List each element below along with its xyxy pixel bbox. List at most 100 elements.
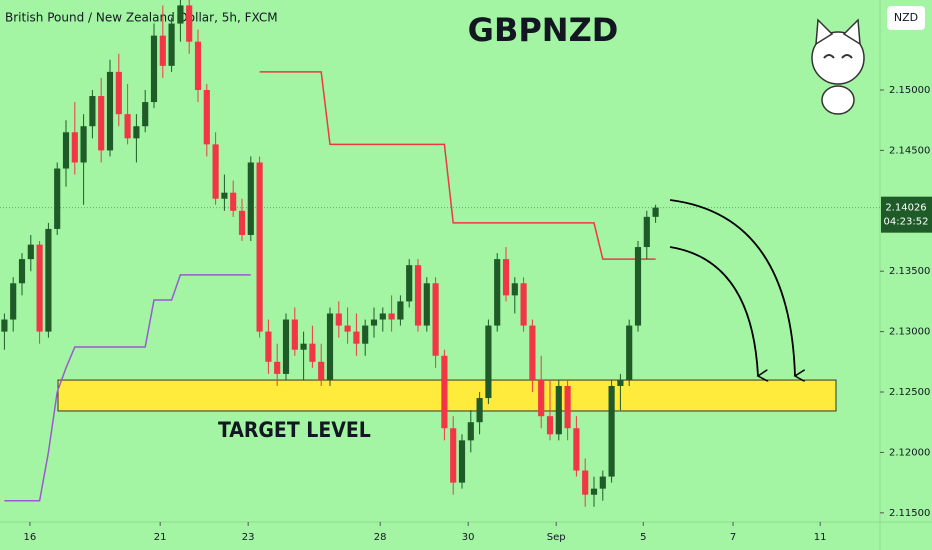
currency-box [887,6,925,30]
candle-body [494,259,501,326]
candle-body [467,422,474,441]
candle-body [203,90,210,145]
x-tick-label: 23 [242,532,255,543]
candle-body [318,361,325,380]
candle-body [177,5,184,24]
candle-body [221,192,228,199]
currency-label: NZD [894,11,918,24]
candle-body [27,244,34,260]
candle-body [370,319,378,326]
candle-body [150,35,158,103]
x-tick-label: 5 [640,532,646,543]
candle-body [485,325,492,399]
candle-body [344,325,351,332]
candle-body [652,207,659,217]
candle-body [247,162,254,235]
candle-body [608,385,615,477]
candle-body [582,470,589,495]
candle-body [555,385,562,435]
candle-body [115,71,122,115]
x-tick-label: 11 [814,532,827,543]
candle-body [520,283,527,326]
y-tick-label: 2.12500 [889,387,930,398]
candle-body [89,96,96,127]
candle-body [634,247,642,326]
candle-body [335,313,342,326]
candle-body [450,428,457,483]
candle-body [45,228,52,332]
indicator-line [259,71,656,260]
candle-body [529,325,536,380]
y-tick-label: 2.13000 [889,327,930,338]
mascot [811,18,865,115]
candle-body [291,319,298,350]
arrow [669,246,758,376]
x-tick-label: Sep [547,532,566,543]
candle-body [511,283,518,296]
candle-body [18,259,26,284]
candle-body [62,132,70,169]
candle-body [1,319,8,332]
y-tick-label: 2.11500 [889,508,930,519]
x-tick-label: 21 [154,532,167,543]
y-tick-label: 2.14500 [889,145,930,156]
candle-body [300,343,307,350]
candle-body [106,71,114,151]
candle-body [458,440,466,483]
y-tick-label: 2.15000 [889,85,930,96]
target-label: TARGET LEVEL [218,418,371,442]
candle-body [133,126,140,139]
candle-body [388,313,395,320]
candle-body [274,361,281,374]
candle-body [538,379,545,417]
candle-body [36,244,43,332]
candle-body [414,265,422,326]
y-tick-label: 2.12000 [889,447,930,458]
y-tick-label: 2.13500 [889,266,930,277]
candle-body [502,259,510,296]
candle-body [71,132,78,163]
candle-body [590,488,598,495]
candle-body [617,379,624,386]
x-tick-label: 16 [24,532,37,543]
candle-body [98,96,105,151]
candle-body [265,331,272,362]
candle-body [282,319,290,374]
candle-body [212,144,219,199]
candle-body [230,192,237,211]
indicator-line [4,274,251,502]
candle-body [362,325,369,344]
candle-body [397,301,404,320]
candle-body [441,355,448,429]
candle-body [194,41,202,90]
candle-body [54,168,61,229]
candle-body [353,331,360,344]
candle-body [10,283,17,320]
arrow [669,199,795,376]
symbol-description: British Pound / New Zealand Dollar, 5h, … [5,11,278,25]
candle-body [124,114,131,139]
candle-body [573,428,580,471]
candle-body [626,325,633,380]
candle-body [186,5,193,42]
last-price-label: 2.14026 [885,203,926,214]
candle-body [599,476,606,489]
last-price-box [881,196,932,233]
candle-body [476,398,483,423]
candle-body [564,385,571,429]
candle-body [142,102,149,127]
candle-body [238,210,246,235]
candle-body [159,35,166,66]
candle-body [256,162,263,332]
candle-body [432,283,439,356]
chart-title: GBPNZD [468,11,619,49]
candle-body [309,343,316,362]
candle-body [643,216,650,248]
x-tick-label: 7 [730,532,736,543]
candle-body [406,265,413,302]
candle-body [326,313,334,380]
candle-body [423,283,430,326]
